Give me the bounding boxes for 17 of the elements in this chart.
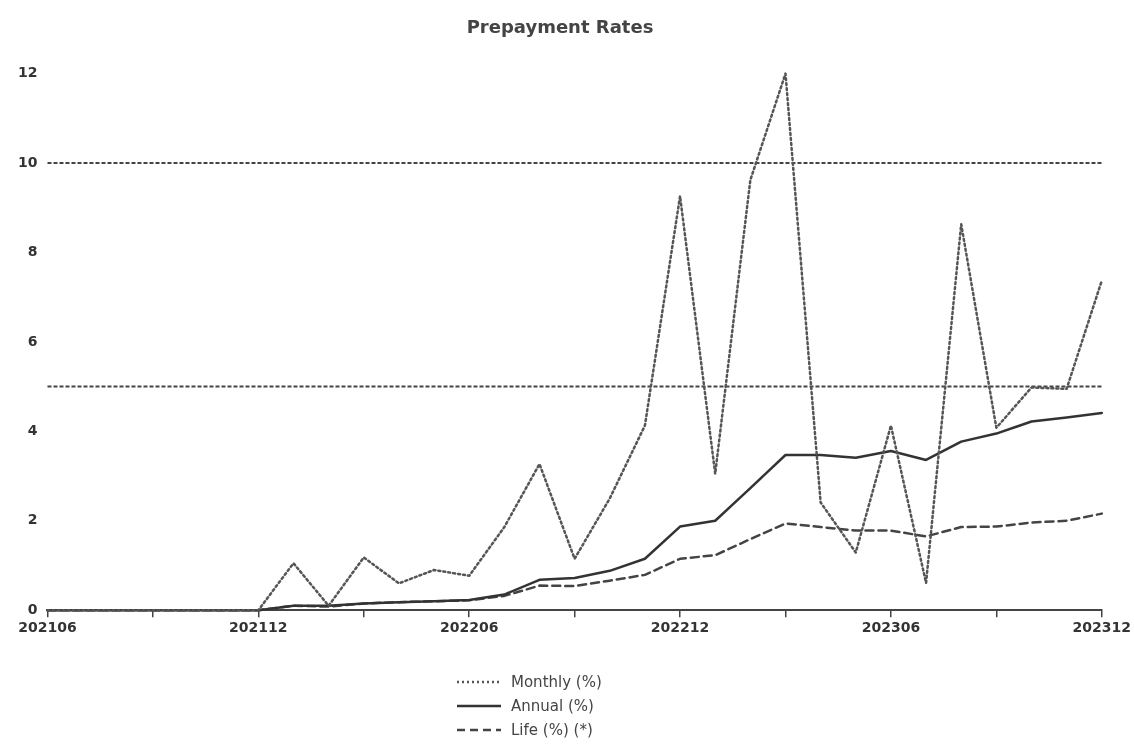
x-tick-label: 202312 — [1072, 619, 1131, 636]
y-tick-label: 6 — [27, 332, 38, 349]
x-tick-label: 202112 — [229, 619, 288, 636]
x-tick-label: 202212 — [650, 619, 710, 636]
y-tick-label: 0 — [27, 600, 38, 617]
x-tick-label: 202106 — [18, 619, 77, 636]
legend-label: Life (%) (*) — [511, 721, 593, 739]
y-tick-label: 8 — [27, 243, 38, 260]
y-tick-label: 10 — [18, 153, 38, 170]
legend-label: Annual (%) — [511, 697, 594, 715]
x-tick-label: 202306 — [861, 619, 921, 636]
x-tick-label: 202206 — [439, 619, 499, 636]
y-tick-label: 12 — [18, 64, 38, 81]
y-tick-label: 4 — [27, 421, 38, 438]
chart-title: Prepayment Rates — [466, 16, 654, 38]
y-tick-label: 2 — [27, 511, 38, 528]
legend-label: Monthly (%) — [511, 673, 602, 691]
